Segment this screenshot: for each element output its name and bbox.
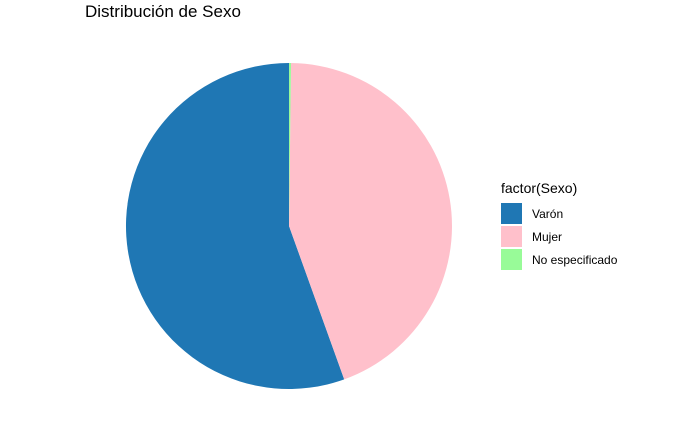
pie-slice-mujer [289, 63, 452, 380]
legend-swatch-varon [501, 203, 522, 224]
legend: factor(Sexo) Varón Mujer No especificado [501, 180, 617, 271]
legend-label-mujer: Mujer [532, 229, 563, 244]
legend-swatch-no-especificado [501, 249, 522, 270]
pie-slice-no-especificado [289, 62, 292, 227]
legend-title: factor(Sexo) [501, 180, 578, 196]
legend-swatch-mujer [501, 226, 522, 247]
legend-label-no-especificado: No especificado [532, 252, 618, 267]
legend-item-varon: Varón [501, 202, 617, 225]
pie-slice-varon [125, 62, 345, 389]
chart-title: Distribución de Sexo [85, 2, 241, 21]
legend-label-varon: Varón [532, 206, 564, 221]
legend-item-no-especificado: No especificado [501, 248, 617, 271]
legend-item-mujer: Mujer [501, 225, 617, 248]
